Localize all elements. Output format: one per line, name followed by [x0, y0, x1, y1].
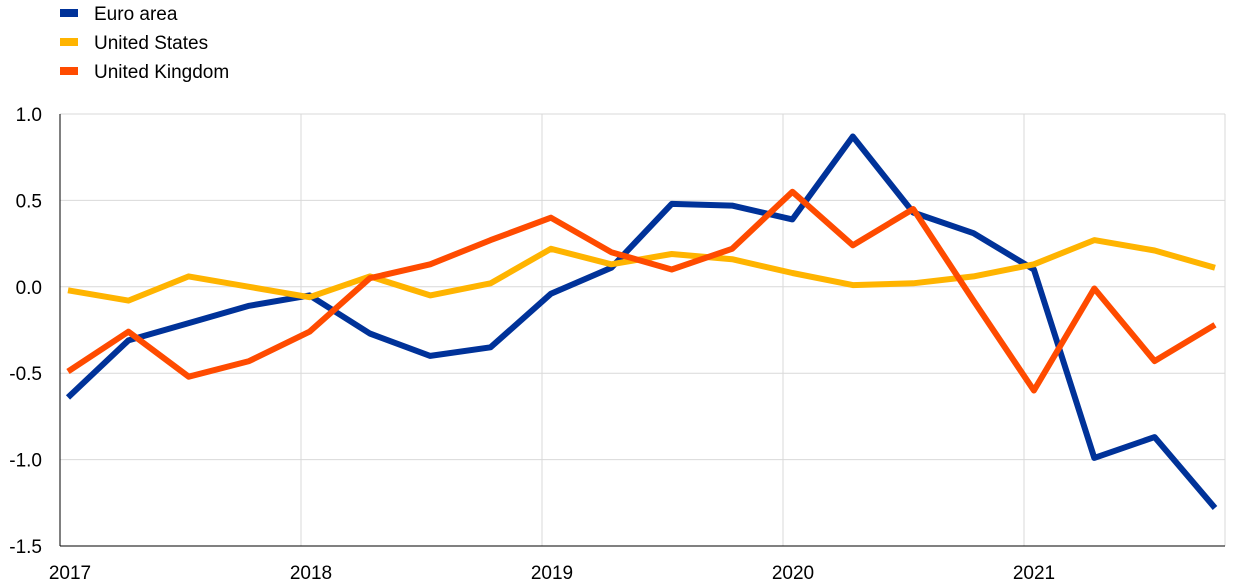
legend-label: United Kingdom — [94, 62, 229, 83]
x-tick-label: 2019 — [531, 563, 573, 584]
x-tick-label: 2021 — [1013, 563, 1055, 584]
legend-label: Euro area — [94, 4, 178, 25]
y-tick-label: -0.5 — [9, 364, 42, 385]
series-lines — [65, 133, 1218, 510]
series-line-united-kingdom — [66, 188, 1217, 394]
legend-swatch — [60, 38, 78, 46]
y-tick-label: -1.0 — [9, 451, 42, 472]
x-tick-label: 2020 — [772, 563, 814, 584]
series-line-euro-area — [65, 133, 1218, 510]
y-axis-tick-labels: 1.0 0.5 0.0 -0.5 -1.0 -1.5 — [9, 105, 42, 558]
x-tick-label: 2018 — [290, 563, 332, 584]
y-tick-label: 0.5 — [16, 191, 42, 212]
x-axis-tick-labels: 2017 2018 2019 2020 2021 — [49, 563, 1055, 584]
y-tick-label: 1.0 — [16, 105, 42, 126]
legend-label: United States — [94, 33, 208, 54]
legend-swatch — [60, 9, 78, 17]
x-tick-label: 2017 — [49, 563, 91, 584]
legend: Euro area United States United Kingdom — [60, 4, 229, 83]
axes — [59, 114, 1225, 547]
legend-swatch — [60, 67, 78, 75]
y-tick-label: -1.5 — [9, 537, 42, 558]
y-tick-label: 0.0 — [16, 278, 42, 299]
